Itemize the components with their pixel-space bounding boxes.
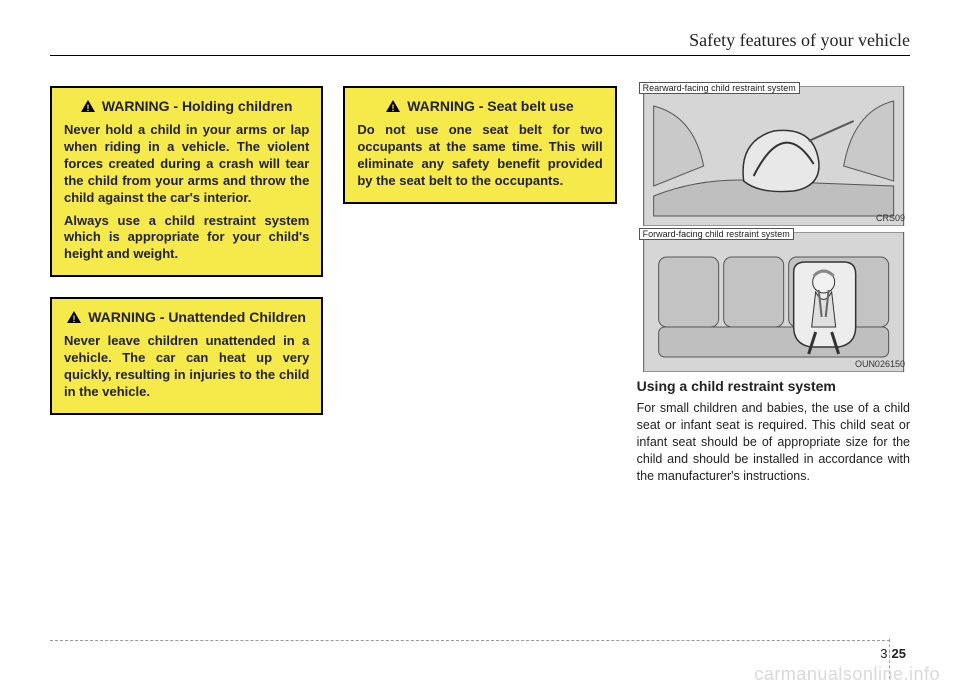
content-columns: ! WARNING - Holding children Never hold … [50,86,910,484]
svg-text:!: ! [73,314,76,323]
figure-forward-facing: Forward-facing child restraint system [637,232,910,372]
figure-caption: Forward-facing child restraint system [639,228,794,240]
footer-dashed-line [50,640,890,641]
warning-triangle-icon: ! [67,310,81,328]
figure-code: CRS09 [876,213,905,223]
warning-holding-children: ! WARNING - Holding children Never hold … [50,86,323,277]
warning-title-suffix: - Holding children [173,98,292,114]
page-section-number: 3 [880,646,887,661]
warning-body: Never hold a child in your arms or lap w… [64,122,309,263]
warning-paragraph: Do not use one seat belt for two occupan… [357,122,602,190]
warning-label: WARNING [88,309,156,325]
warning-body: Never leave children unattended in a veh… [64,333,309,401]
svg-text:!: ! [392,103,395,112]
section-heading: Using a child restraint system [637,378,910,394]
figure-rearward-facing: Rearward-facing child restraint system C… [637,86,910,226]
figure-caption: Rearward-facing child restraint system [639,82,800,94]
watermark: carmanualsonline.info [754,664,940,685]
warning-title-suffix: - Unattended Children [160,309,306,325]
warning-label: WARNING [102,98,170,114]
warning-title-suffix: - Seat belt use [479,98,574,114]
warning-triangle-icon: ! [386,99,400,117]
svg-text:!: ! [86,103,89,112]
warning-body: Do not use one seat belt for two occupan… [357,122,602,190]
warning-header: ! WARNING - Seat belt use [357,98,602,116]
warning-triangle-icon: ! [81,99,95,117]
warning-seat-belt-use: ! WARNING - Seat belt use Do not use one… [343,86,616,204]
chapter-title: Safety features of your vehicle [50,30,910,56]
forward-facing-seat-icon [637,232,910,372]
figure-code: OUN026150 [855,359,905,369]
section-body: For small children and babies, the use o… [637,400,910,484]
column-3: Rearward-facing child restraint system C… [637,86,910,484]
warning-paragraph: Always use a child restraint system whic… [64,213,309,264]
column-1: ! WARNING - Holding children Never hold … [50,86,323,484]
warning-header: ! WARNING - Holding children [64,98,309,116]
column-2: ! WARNING - Seat belt use Do not use one… [343,86,616,484]
warning-paragraph: Never leave children unattended in a veh… [64,333,309,401]
warning-paragraph: Never hold a child in your arms or lap w… [64,122,309,206]
warning-label: WARNING [407,98,475,114]
page-number: 3 25 [880,646,906,661]
warning-unattended-children: ! WARNING - Unattended Children Never le… [50,297,323,415]
warning-header: ! WARNING - Unattended Children [64,309,309,327]
rear-facing-seat-icon [637,86,910,226]
page-page-number: 25 [892,646,906,661]
